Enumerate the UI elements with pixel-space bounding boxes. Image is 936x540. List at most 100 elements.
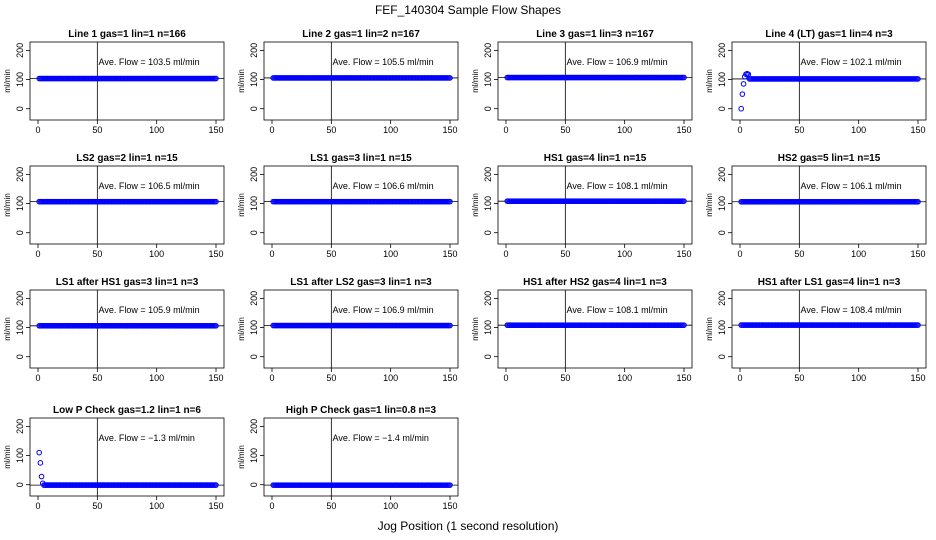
y-axis-label: ml/min [471, 193, 480, 217]
x-tick-label: 150 [910, 125, 925, 135]
x-tick-label: 0 [503, 125, 508, 135]
data-points [738, 322, 921, 328]
y-tick-label: 200 [717, 167, 727, 182]
data-point [38, 473, 45, 480]
panel-11: HS1 after HS2 gas=4 lin=1 n=3 0 50 100 150 0 1… [471, 277, 693, 383]
plot-frame [263, 41, 459, 121]
panel-4: Line 4 (LT) gas=1 lin=4 n=3 0 50 100 150 0 100… [705, 29, 927, 135]
y-tick-label: 100 [249, 72, 259, 87]
plot-frame [731, 165, 927, 245]
data-point [447, 482, 453, 488]
x-tick-label: 100 [617, 249, 632, 259]
y-axis-label: ml/min [237, 317, 246, 341]
panel-13: Low P Check gas=1.2 lin=1 n=6 0 50 100 150 0 1… [3, 405, 225, 511]
panel-2: Line 2 gas=1 lin=2 n=167 0 50 100 150 0 100 200… [237, 29, 459, 135]
panels-group: Line 1 gas=1 lin=1 n=166 0 50 100 150 0 100 200… [3, 29, 927, 511]
panel-title: LS2 gas=2 lin=1 n=15 [76, 153, 178, 164]
panel-1: Line 1 gas=1 lin=1 n=166 0 50 100 150 0 100 200… [3, 29, 225, 135]
y-tick-label: 100 [483, 72, 493, 87]
data-point [915, 322, 921, 328]
x-tick-label: 0 [503, 373, 508, 383]
data-point [213, 482, 219, 488]
panel-6: LS1 gas=3 lin=1 n=15 0 50 100 150 0 100 200 ml/m… [237, 153, 459, 259]
x-tick-label: 0 [35, 501, 40, 511]
x-tick-label: 50 [326, 501, 336, 511]
x-tick-label: 50 [794, 373, 804, 383]
data-points [504, 322, 687, 328]
x-tick-label: 150 [676, 249, 691, 259]
y-tick-label: 200 [15, 291, 25, 306]
data-points [270, 482, 453, 488]
y-axis-label: ml/min [3, 445, 12, 469]
y-tick-label: 0 [15, 230, 25, 235]
y-tick-label: 0 [483, 354, 493, 359]
y-tick-label: 100 [717, 320, 727, 335]
x-tick-label: 50 [560, 373, 570, 383]
y-tick-label: 0 [483, 230, 493, 235]
x-tick-label: 100 [383, 125, 398, 135]
data-point [739, 91, 746, 97]
y-tick-label: 100 [483, 196, 493, 211]
x-tick-label: 100 [383, 373, 398, 383]
x-tick-label: 150 [910, 249, 925, 259]
y-tick-label: 100 [15, 448, 25, 463]
plot-frame [29, 289, 225, 369]
data-points [36, 323, 219, 329]
plot-frame [29, 417, 225, 497]
y-tick-label: 0 [15, 482, 25, 487]
y-axis-label: ml/min [471, 317, 480, 341]
x-tick-label: 100 [383, 501, 398, 511]
x-tick-label: 0 [269, 501, 274, 511]
average-flow-annotation: Ave. Flow = 108.4 ml/min [801, 305, 902, 315]
y-tick-label: 0 [249, 106, 259, 111]
y-tick-label: 0 [15, 106, 25, 111]
x-tick-label: 0 [503, 249, 508, 259]
panel-9: LS1 after HS1 gas=3 lin=1 n=3 0 50 100 150 0 1… [3, 277, 225, 383]
x-tick-label: 50 [92, 373, 102, 383]
data-point [681, 198, 687, 204]
y-tick-label: 0 [249, 354, 259, 359]
x-tick-label: 100 [617, 125, 632, 135]
y-tick-label: 0 [483, 106, 493, 111]
plot-frame [263, 165, 459, 245]
x-tick-label: 150 [442, 373, 457, 383]
data-point [915, 76, 921, 82]
x-tick-label: 50 [326, 249, 336, 259]
plot-frame [497, 289, 693, 369]
x-tick-label: 0 [737, 125, 742, 135]
average-flow-annotation: Ave. Flow = 108.1 ml/min [567, 305, 668, 315]
x-tick-label: 50 [92, 501, 102, 511]
y-tick-label: 200 [15, 167, 25, 182]
data-points [738, 70, 921, 112]
x-tick-label: 150 [442, 249, 457, 259]
panel-7: HS1 gas=4 lin=1 n=15 0 50 100 150 0 100 200 ml/m… [471, 153, 693, 259]
data-points [504, 74, 687, 81]
average-flow-annotation: Ave. Flow = 106.9 ml/min [567, 57, 668, 67]
panel-8: HS2 gas=5 lin=1 n=15 0 50 100 150 0 100 200 ml/m… [705, 153, 927, 259]
y-tick-label: 100 [249, 448, 259, 463]
x-tick-label: 0 [35, 125, 40, 135]
x-tick-label: 150 [442, 125, 457, 135]
data-point [740, 81, 747, 87]
y-tick-label: 200 [249, 419, 259, 434]
y-tick-label: 100 [249, 196, 259, 211]
plot-frame [497, 165, 693, 245]
x-tick-label: 100 [383, 249, 398, 259]
y-tick-label: 0 [15, 354, 25, 359]
x-tick-label: 50 [794, 249, 804, 259]
y-tick-label: 0 [249, 482, 259, 487]
x-tick-label: 100 [149, 249, 164, 259]
x-tick-label: 150 [208, 501, 223, 511]
y-axis-label: ml/min [705, 317, 714, 341]
y-tick-label: 200 [15, 419, 25, 434]
x-tick-label: 150 [910, 373, 925, 383]
data-point [447, 75, 453, 81]
average-flow-annotation: Ave. Flow = 106.6 ml/min [333, 181, 434, 191]
y-axis-label: ml/min [3, 193, 12, 217]
y-tick-label: 200 [15, 43, 25, 58]
y-axis-label: ml/min [3, 69, 12, 93]
x-tick-label: 50 [794, 125, 804, 135]
plot-frame [263, 289, 459, 369]
data-point [213, 198, 219, 205]
